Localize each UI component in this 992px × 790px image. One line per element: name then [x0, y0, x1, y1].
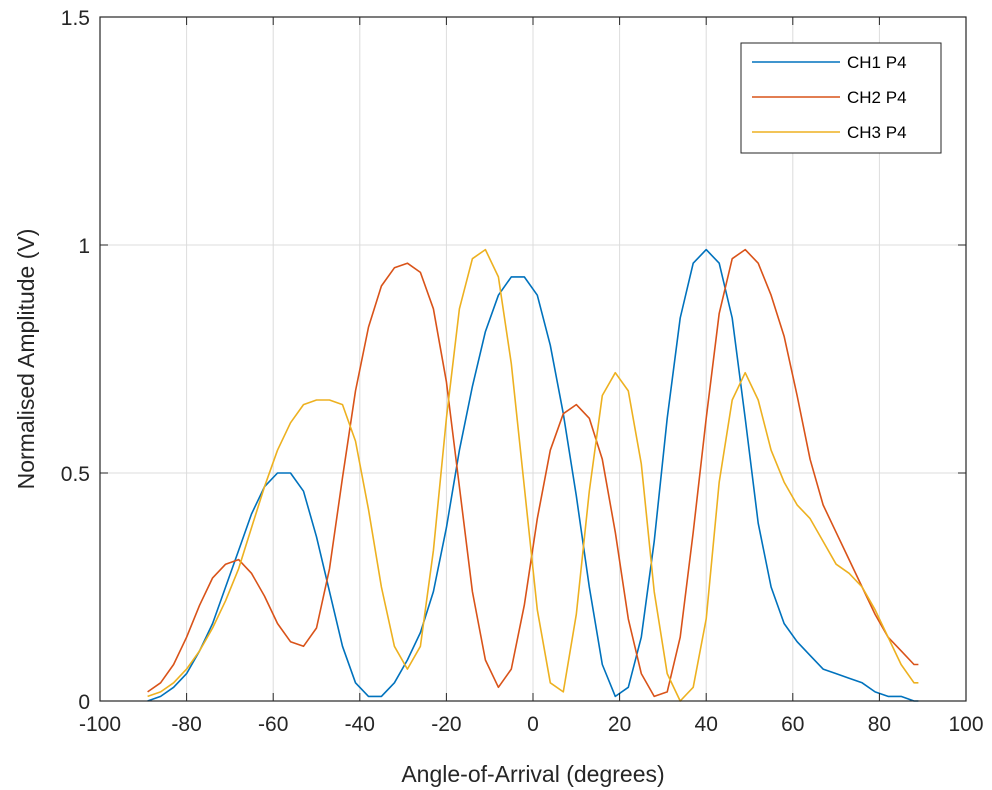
- y-tick-label: 0: [78, 691, 90, 714]
- series-line-ch3-p4: [147, 248, 919, 702]
- x-axis-label: Angle-of-Arrival (degrees): [401, 761, 664, 787]
- legend: CH1 P4 CH2 P4 CH3 P4: [740, 42, 942, 154]
- y-tick-label: 1.5: [61, 7, 90, 30]
- legend-box: [740, 42, 942, 154]
- x-tick-label: 60: [781, 713, 804, 736]
- x-tick-label: 0: [527, 713, 539, 736]
- legend-label-ch2-p4: CH2 P4: [847, 88, 907, 107]
- x-tick-label: -60: [258, 713, 288, 736]
- legend-label-ch3-p4: CH3 P4: [847, 123, 907, 142]
- y-axis-label: Normalised Amplitude (V): [13, 229, 39, 490]
- x-tick-label: -20: [431, 713, 461, 736]
- legend-label-ch1-p4: CH1 P4: [847, 53, 907, 72]
- x-tick-label: 80: [868, 713, 891, 736]
- x-tick-label: -40: [345, 713, 375, 736]
- axis-ticks: -100 -80 -60 -40 -20 0 20 40 60 80 100 0 0.5 1 1.5: [61, 7, 984, 736]
- x-tick-label: 40: [695, 713, 718, 736]
- x-tick-label: -80: [171, 713, 201, 736]
- x-tick-label: -100: [79, 713, 121, 736]
- series-line-ch1-p4: [147, 248, 919, 702]
- x-tick-label: 20: [608, 713, 631, 736]
- x-tick-label: 100: [948, 713, 983, 736]
- series-layer: [147, 248, 919, 702]
- y-tick-label: 1: [78, 235, 90, 258]
- series-line-ch2-p4: [147, 248, 919, 698]
- y-tick-label: 0.5: [61, 463, 90, 486]
